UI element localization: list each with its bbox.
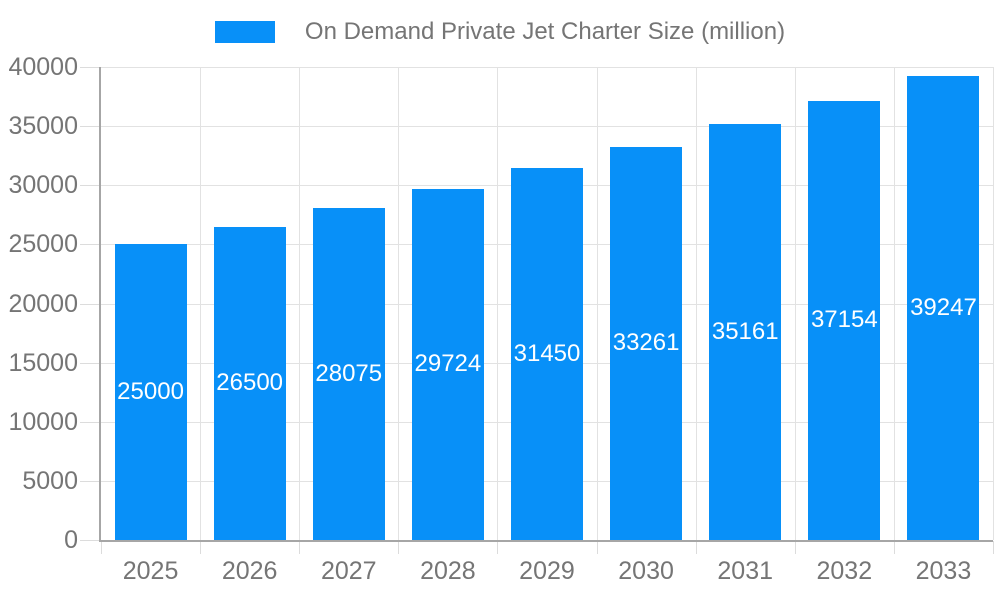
x-axis-tick-label: 2028 xyxy=(420,557,476,585)
v-gridline xyxy=(695,67,697,540)
v-gridline xyxy=(497,67,499,540)
v-gridline xyxy=(993,67,994,540)
x-axis-tick-label: 2027 xyxy=(320,557,377,585)
y-tick-mark xyxy=(80,244,100,246)
v-gridline xyxy=(596,67,598,540)
y-axis-line xyxy=(99,67,101,541)
h-gridline xyxy=(101,67,993,68)
y-axis-tick-label: 0 xyxy=(64,526,78,554)
bar-value-label: 26500 xyxy=(216,369,284,397)
bar-2031[interactable]: 35161 xyxy=(709,124,782,540)
bar-value-label: 29724 xyxy=(414,350,482,378)
bar-2027[interactable]: 28075 xyxy=(312,208,385,540)
x-tick-mark xyxy=(893,541,895,554)
x-tick-mark xyxy=(695,541,697,554)
bar-2033[interactable]: 39247 xyxy=(907,75,980,540)
x-axis-tick-label: 2030 xyxy=(618,557,674,585)
x-axis-tick-label: 2031 xyxy=(717,557,774,585)
y-axis-tick-label: 20000 xyxy=(8,289,78,318)
y-axis-tick-label: 10000 xyxy=(8,407,78,436)
x-tick-mark xyxy=(596,541,598,554)
bar-2030[interactable]: 33261 xyxy=(610,146,683,540)
legend-swatch-icon[interactable] xyxy=(214,21,275,43)
y-axis-tick-label: 30000 xyxy=(8,171,78,200)
y-tick-mark xyxy=(80,126,100,128)
y-tick-mark xyxy=(80,421,100,423)
y-axis-tick-label: 40000 xyxy=(8,53,78,81)
x-tick-mark xyxy=(794,541,796,554)
bar-value-label: 28075 xyxy=(315,360,383,387)
y-axis-tick-label: 35000 xyxy=(8,112,78,141)
bar-2032[interactable]: 37154 xyxy=(808,100,881,540)
bar-2028[interactable]: 29724 xyxy=(411,188,484,540)
bar-value-label: 33261 xyxy=(612,329,680,357)
x-tick-mark xyxy=(200,541,202,554)
x-tick-mark xyxy=(497,541,499,554)
y-axis-tick-label: 5000 xyxy=(22,466,78,495)
v-gridline xyxy=(200,67,202,540)
x-axis-tick-label: 2032 xyxy=(816,557,873,585)
x-tick-mark xyxy=(101,541,102,554)
y-tick-mark xyxy=(80,303,100,305)
y-tick-mark xyxy=(80,362,100,364)
bar-2025[interactable]: 25000 xyxy=(114,244,187,540)
x-tick-mark xyxy=(299,541,301,554)
y-axis-tick-label: 25000 xyxy=(8,230,78,259)
y-tick-mark xyxy=(80,480,100,482)
v-gridline xyxy=(398,67,400,540)
x-axis-tick-label: 2029 xyxy=(519,557,575,585)
bar-value-label: 39247 xyxy=(910,293,977,321)
plot-area: 25000 26500 28075 29724 31450 33261 35161 37154… xyxy=(101,67,994,540)
x-tick-mark xyxy=(398,541,400,554)
y-tick-mark xyxy=(80,185,100,187)
y-tick-mark xyxy=(80,67,100,68)
chart-legend[interactable]: On Demand Private Jet Charter Size (mill… xyxy=(0,14,1000,50)
v-gridline xyxy=(794,67,796,540)
v-gridline xyxy=(893,67,895,540)
bar-value-label: 31450 xyxy=(513,340,581,368)
bar-value-label: 35161 xyxy=(711,318,779,346)
bar-2029[interactable]: 31450 xyxy=(511,168,583,540)
v-gridline xyxy=(299,67,301,540)
x-axis-tick-label: 2026 xyxy=(221,557,278,585)
y-axis-tick-label: 15000 xyxy=(8,348,78,377)
x-axis-tick-label: 2033 xyxy=(915,557,972,585)
bar-value-label: 37154 xyxy=(810,306,878,334)
x-axis-tick-label: 2025 xyxy=(122,557,179,585)
bar-2026[interactable]: 26500 xyxy=(213,226,286,540)
bar-value-label: 25000 xyxy=(117,378,184,406)
legend-label: On Demand Private Jet Charter Size (mill… xyxy=(304,18,786,45)
x-tick-mark xyxy=(993,541,994,554)
x-axis-line xyxy=(99,540,993,542)
h-gridline xyxy=(101,126,993,128)
y-tick-mark xyxy=(80,540,100,541)
